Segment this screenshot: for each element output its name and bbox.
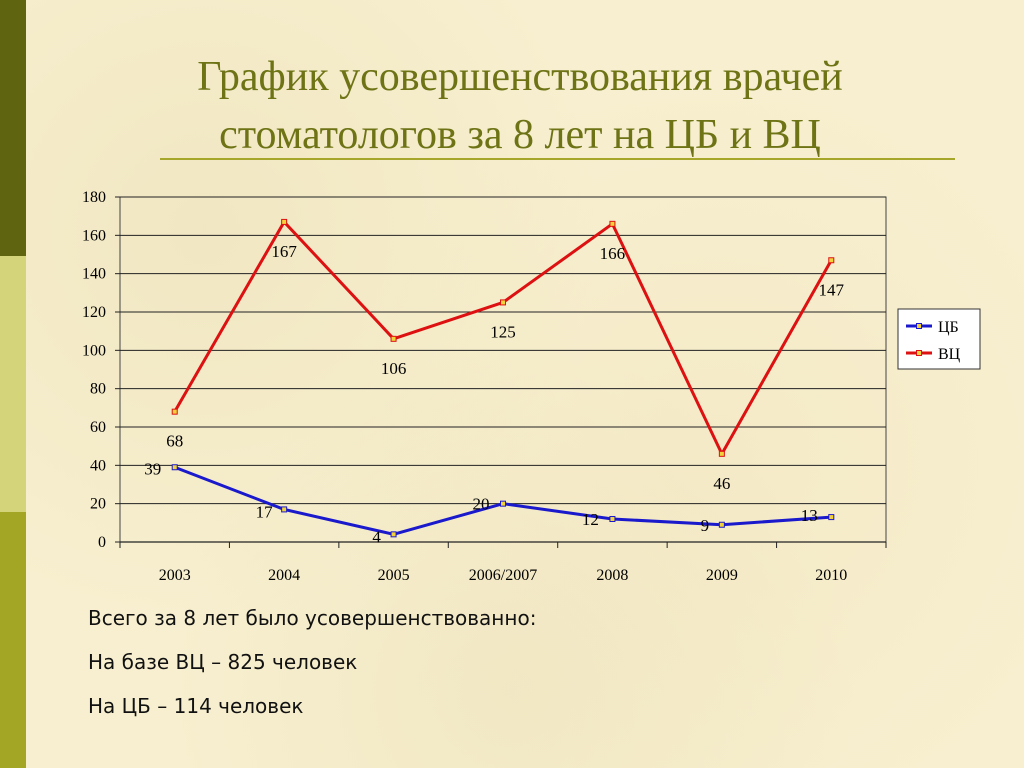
data-point-marker [718,521,725,528]
data-label: 167 [271,242,297,261]
y-tick-label: 160 [82,227,106,244]
legend-marker [916,323,922,329]
slide-title: График усовершенствования врачей стомато… [140,48,900,164]
x-tick-label: 2008 [596,567,628,584]
y-tick-label: 40 [90,457,106,474]
data-point-marker [500,299,506,306]
line-chart: 0 20 40 60 80 100 120 140 160 180 2003 2004 2005 2006… [82,189,981,584]
data-point-marker [609,516,616,522]
x-tick-label: 2009 [706,567,738,584]
x-tick-label: 2004 [268,567,300,584]
x-tick-label: 2006/2007 [469,567,537,584]
data-point-marker [171,408,178,415]
data-point-marker [609,220,616,227]
y-tick-label: 120 [82,304,106,321]
data-label: 106 [381,359,407,378]
data-point-marker [171,464,178,471]
data-point-marker [718,450,725,457]
legend-box [897,308,981,370]
y-tick-label: 100 [82,342,106,359]
data-point-marker [828,514,835,521]
data-label: 9 [701,516,710,535]
data-label: 17 [256,502,274,521]
data-label: 39 [144,459,161,478]
data-label: 13 [801,506,818,525]
y-tick-label: 20 [90,496,106,513]
data-label: 12 [582,510,599,529]
y-tick-label: 180 [82,189,106,206]
decorative-side-bar-middle [0,256,26,512]
data-label: 125 [490,322,516,341]
slide-title-line-2: стоматологов за 8 лет на ЦБ и ВЦ [219,112,821,158]
data-label: 4 [372,527,381,546]
x-tick-label: 2005 [378,567,410,584]
summary-line-total: Всего за 8 лет было усовершенствованно: [88,606,537,630]
legend-marker [916,350,922,356]
x-tick-label: 2010 [815,567,847,584]
data-label: 147 [819,280,845,299]
data-point-marker [828,257,835,264]
y-tick-label: 140 [82,266,106,283]
y-tick-label: 60 [90,419,106,436]
data-point-marker [390,335,397,342]
data-point-marker [500,500,506,507]
summary-line-vc: На базе ВЦ – 825 человек [88,650,358,674]
data-label: 68 [166,432,183,451]
decorative-side-bar-bottom [0,512,26,768]
title-underline [160,158,955,160]
y-tick-label: 80 [90,381,106,398]
data-label: 46 [713,474,730,493]
legend-label: ЦБ [938,319,959,336]
y-tick-label: 0 [98,534,106,551]
data-label: 20 [473,495,490,514]
data-point-marker [281,506,288,513]
slide-title-line-1: График усовершенствования врачей [197,54,843,100]
summary-block: Всего за 8 лет было усовершенствованно: … [88,606,536,738]
decorative-side-bar-top [0,0,26,256]
data-label: 166 [600,244,626,263]
x-tick-label: 2003 [159,567,191,584]
legend-label: ВЦ [938,346,961,363]
data-point-marker [390,531,397,538]
data-point-marker [281,218,288,225]
summary-line-cb: На ЦБ – 114 человек [88,694,304,718]
